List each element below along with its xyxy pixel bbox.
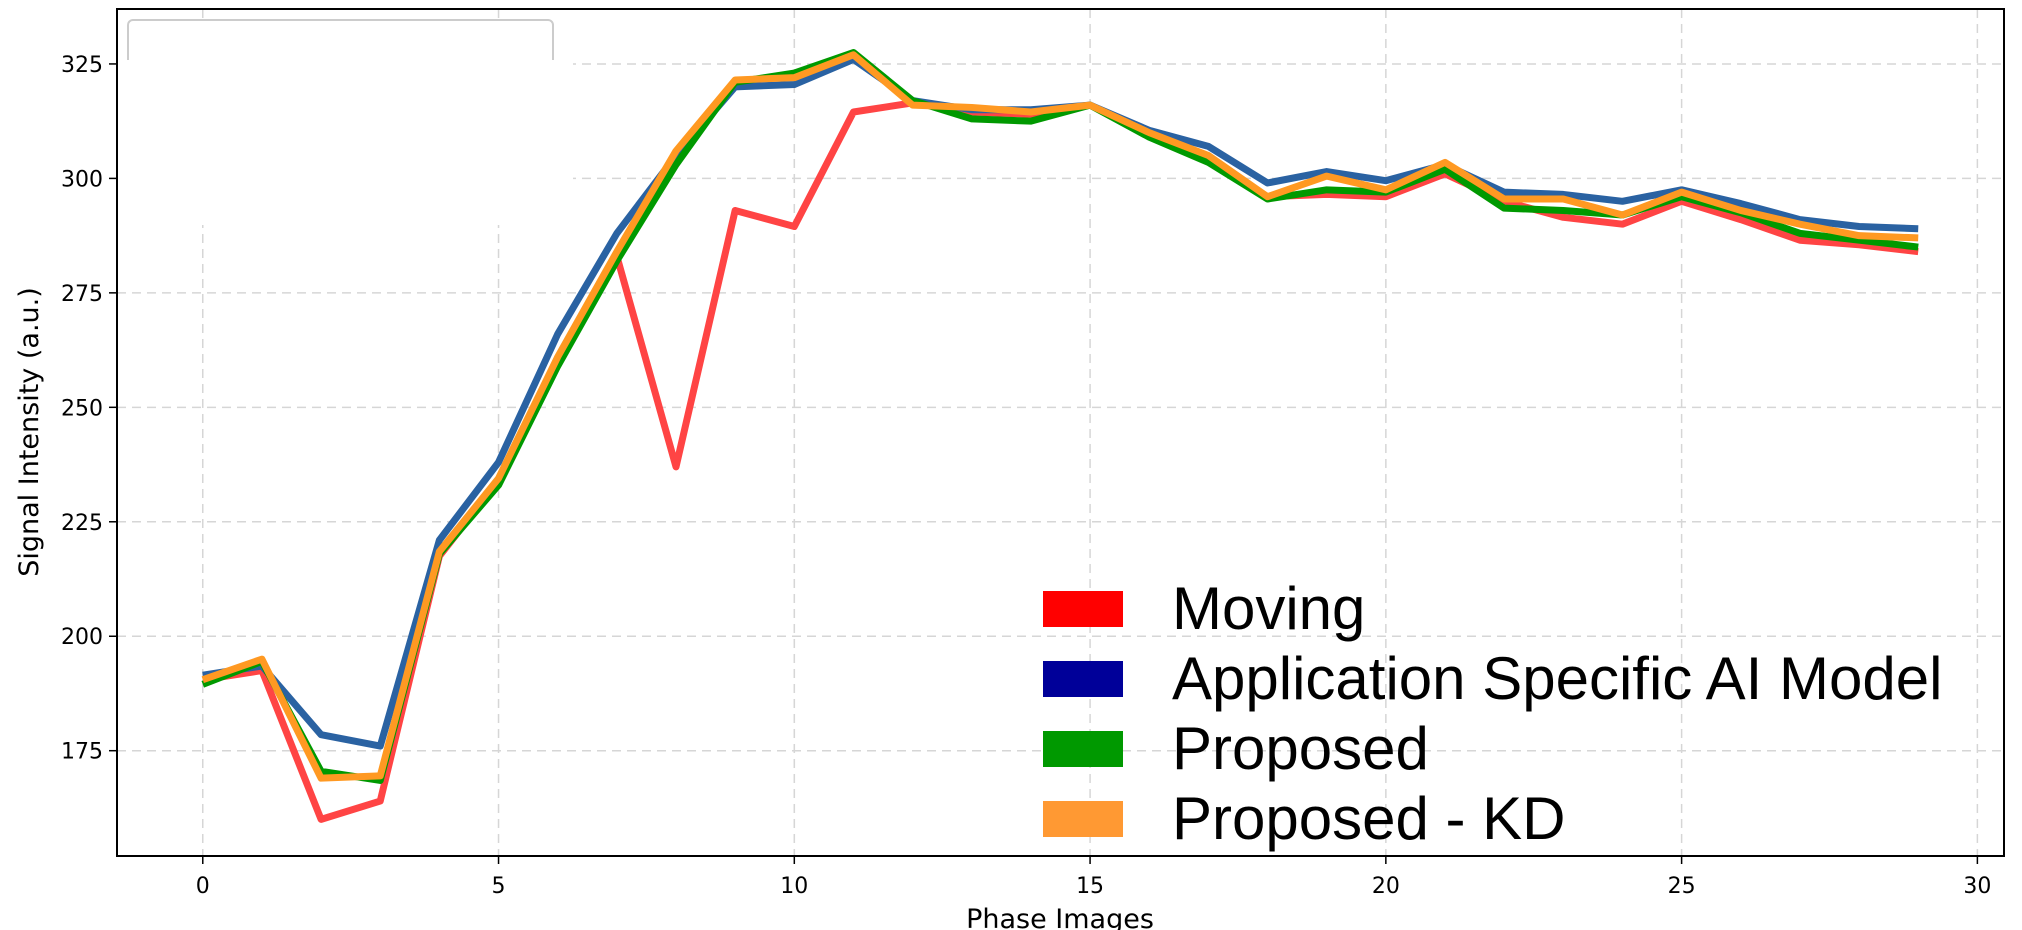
x-tick-label: 5 xyxy=(492,874,506,899)
y-tick-label: 225 xyxy=(61,511,103,536)
legend-swatch xyxy=(1043,731,1123,767)
x-tick-label: 10 xyxy=(780,874,808,899)
y-tick-label: 250 xyxy=(61,396,103,421)
legend-swatch xyxy=(1043,801,1123,837)
x-tick-label: 25 xyxy=(1668,874,1696,899)
x-axis-title: Phase Images xyxy=(966,904,1154,930)
x-tick-label: 30 xyxy=(1963,874,1991,899)
legend-swatch xyxy=(1043,591,1123,627)
legend-label: Proposed xyxy=(1172,715,1429,782)
x-axis: 0 5 10 15 20 25 30 xyxy=(196,856,1991,899)
series-line-proposed-kd xyxy=(201,51,1919,782)
legend-blank-box xyxy=(118,19,573,225)
legend-label: Application Specific AI Model xyxy=(1172,645,1942,712)
x-tick-label: 0 xyxy=(196,874,210,899)
y-axis-title: Signal Intensity (a.u.) xyxy=(14,287,45,577)
y-tick-label: 300 xyxy=(61,167,103,192)
legend-label: Proposed - KD xyxy=(1172,785,1566,852)
legend-label: Moving xyxy=(1172,575,1365,642)
y-tick-label: 325 xyxy=(61,53,103,78)
y-tick-label: 275 xyxy=(61,282,103,307)
x-tick-label: 20 xyxy=(1372,874,1400,899)
y-tick-label: 200 xyxy=(61,625,103,650)
y-tick-label: 175 xyxy=(61,740,103,765)
series-lines xyxy=(201,48,1919,823)
y-axis: 175 200 225 250 275 300 325 xyxy=(61,53,117,765)
plot-frame xyxy=(116,8,2005,857)
x-tick-label: 15 xyxy=(1076,874,1104,899)
legend-swatch xyxy=(1043,661,1123,697)
